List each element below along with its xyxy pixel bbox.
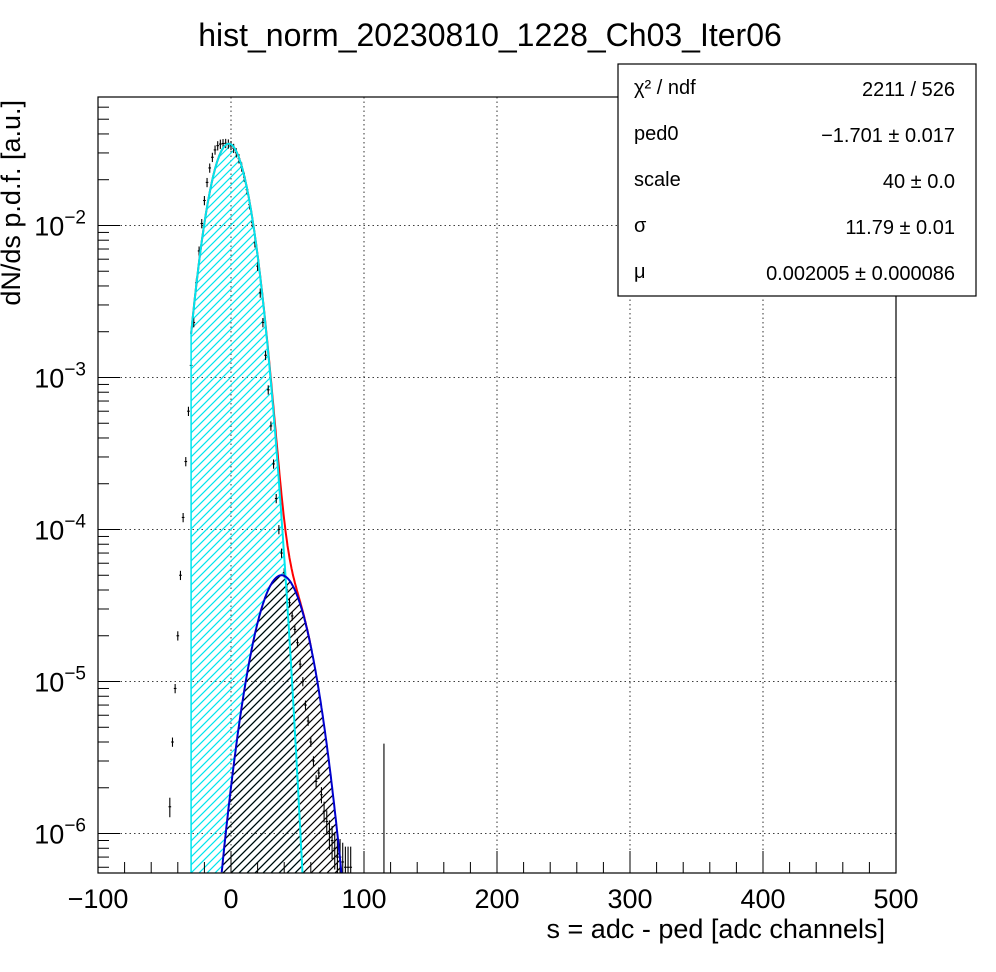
y-tick-label: 10−5 xyxy=(34,664,86,698)
x-tick-label: 200 xyxy=(474,884,519,914)
y-axis-label: dN/ds p.d.f. [a.u.] xyxy=(0,100,26,306)
x-axis-label: s = adc - ped [adc channels] xyxy=(547,914,885,944)
stats-row-value: 40 ± 0.0 xyxy=(883,171,955,193)
stats-row-label: χ² / ndf xyxy=(634,77,696,99)
stats-box: χ² / ndf 2211 / 526 ped0 −1.701 ± 0.017 scal… xyxy=(617,63,977,297)
x-tick-label: 300 xyxy=(607,884,652,914)
stats-box-frame xyxy=(617,63,977,297)
stats-row-value: 2211 / 526 xyxy=(862,79,955,101)
stats-row-label: scale xyxy=(634,169,681,191)
stats-row-label: μ xyxy=(634,261,646,283)
pedestal-fit-curve xyxy=(190,142,304,873)
stats-row-value: 0.002005 ± 0.000086 xyxy=(766,263,955,285)
data-histogram xyxy=(168,138,385,873)
x-tick-label: 400 xyxy=(740,884,785,914)
x-tick-label: 100 xyxy=(341,884,386,914)
y-tick-label: 10−6 xyxy=(34,816,86,850)
fit-curves xyxy=(190,142,343,873)
x-tick-label: 0 xyxy=(223,884,238,914)
spe-fit-curve xyxy=(220,574,343,873)
component-fills xyxy=(191,143,342,873)
y-tick-labels: 10−6 10−5 10−4 10−3 10−2 xyxy=(34,207,86,849)
x-tick-label: 500 xyxy=(873,884,918,914)
stats-row-value: −1.701 ± 0.017 xyxy=(821,125,955,147)
stats-row-label: ped0 xyxy=(634,123,679,145)
x-tick-label: −100 xyxy=(68,884,129,914)
axis-ticks xyxy=(97,96,897,873)
stats-row-label: σ xyxy=(634,215,647,237)
chart-title: hist_norm_20230810_1228_Ch03_Iter06 xyxy=(198,17,782,53)
stats-row-value: 11.79 ± 0.01 xyxy=(845,217,955,239)
x-tick-labels: −100 0 100 200 300 400 500 xyxy=(68,884,919,914)
y-tick-label: 10−2 xyxy=(34,207,86,241)
y-tick-label: 10−4 xyxy=(34,511,86,545)
y-tick-label: 10−3 xyxy=(34,359,86,393)
